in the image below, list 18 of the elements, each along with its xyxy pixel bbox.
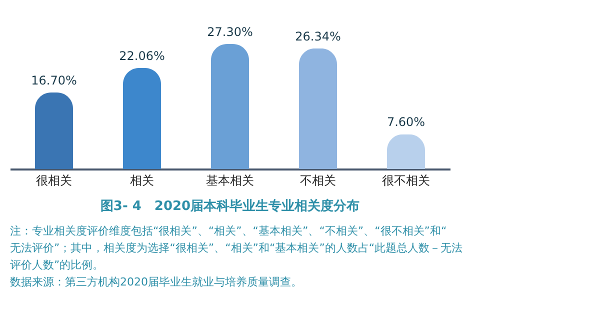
x-tick-label: 很不相关	[382, 174, 430, 188]
bar	[387, 134, 425, 169]
data-label: 26.34%	[295, 29, 341, 44]
data-label: 7.60%	[386, 115, 426, 130]
text: 图3- 4 2020届本科毕业生专业相关度分布	[100, 198, 360, 214]
text: 注：专业相关度评价维度包括“很相关”、“相关”、“基本相关”、“不相关”、“很不相关”和“无法评价”；其中，相关度为选择“很相关”、“相关”和“基本相关”的人数占“此题总人数－无法评价人数”的比例。	[10, 224, 463, 272]
bar	[299, 48, 337, 169]
data-label: 16.70%	[31, 74, 77, 88]
bar	[211, 44, 249, 169]
x-tick-label: 不相关	[300, 174, 336, 188]
x-tick-label: 相关	[130, 174, 154, 188]
data-label: 27.30%	[207, 25, 253, 39]
data-label: 22.06%	[119, 48, 165, 63]
x-tick-label: 很相关	[36, 174, 72, 188]
source-note: 数据来源：第三方机构2020届毕业生就业与培养质量调查。	[10, 276, 302, 288]
x-tick-label: 基本相关	[206, 174, 254, 188]
bar	[123, 68, 161, 169]
bar	[35, 92, 73, 169]
